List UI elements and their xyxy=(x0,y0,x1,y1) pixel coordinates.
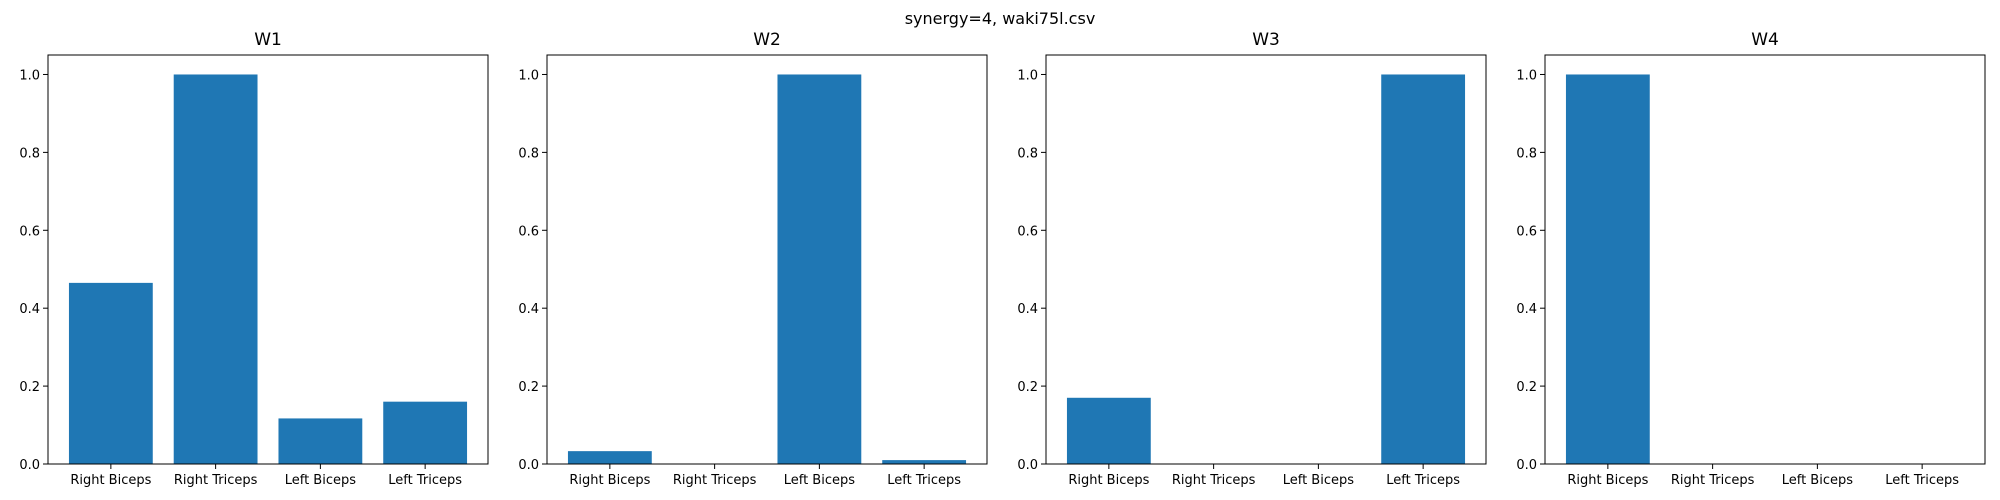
subplot-title: W2 xyxy=(753,30,781,50)
x-tick-label: Right Triceps xyxy=(1172,473,1256,488)
x-tick-label: Left Triceps xyxy=(388,473,462,488)
subplot-3: W3 0.0 0.2 0.4 0.6 0.8 1.0 Right Biceps Right Tr… xyxy=(1017,30,1487,488)
subplot-2: W2 0.0 0.2 0.4 0.6 0.8 1.0 Right Biceps Right Tr… xyxy=(518,30,988,488)
y-tick-label: 0.2 xyxy=(518,380,539,395)
y-tick-label: 0.8 xyxy=(1516,146,1537,161)
x-tick-label: Right Triceps xyxy=(174,473,258,488)
x-tick-label: Left Triceps xyxy=(1386,473,1460,488)
subplot-title: W1 xyxy=(254,30,282,50)
bar xyxy=(68,282,153,464)
y-tick-label: 0.4 xyxy=(518,302,539,317)
x-tick-label: Left Biceps xyxy=(285,473,357,488)
subplot-4: W4 0.0 0.2 0.4 0.6 0.8 1.0 Right Biceps Right Tr… xyxy=(1516,30,1986,488)
bar xyxy=(882,460,967,464)
y-tick-label: 0.4 xyxy=(19,302,40,317)
y-tick-label: 0.2 xyxy=(19,380,40,395)
y-tick-label: 0.6 xyxy=(1017,224,1038,239)
y-tick-label: 0.8 xyxy=(518,146,539,161)
y-tick-label: 0.2 xyxy=(1516,380,1537,395)
y-tick-label: 0.0 xyxy=(518,458,539,473)
subplot-title: W4 xyxy=(1751,30,1779,50)
bar xyxy=(1381,74,1466,464)
x-tick-label: Left Triceps xyxy=(887,473,961,488)
bar xyxy=(567,451,652,464)
x-tick-label: Right Biceps xyxy=(1068,473,1149,488)
y-tick-label: 0.6 xyxy=(1516,224,1537,239)
x-tick-label: Right Triceps xyxy=(673,473,757,488)
bar xyxy=(1565,74,1650,464)
y-tick-label: 0.4 xyxy=(1017,302,1038,317)
x-tick-label: Left Biceps xyxy=(1283,473,1355,488)
subplot-1: W1 0.0 0.2 0.4 0.6 0.8 1.0 Right Biceps Right Tr… xyxy=(19,30,489,488)
x-tick-label: Right Biceps xyxy=(70,473,151,488)
x-tick-label: Left Biceps xyxy=(784,473,856,488)
y-tick-label: 1.0 xyxy=(1516,68,1537,83)
y-tick-label: 0.0 xyxy=(19,458,40,473)
axes-frame xyxy=(1544,54,1986,465)
y-tick-label: 0.6 xyxy=(518,224,539,239)
x-tick-label: Right Biceps xyxy=(569,473,650,488)
bar xyxy=(1066,397,1151,464)
y-tick-label: 0.0 xyxy=(1017,458,1038,473)
y-tick-label: 0.8 xyxy=(19,146,40,161)
figure-suptitle: synergy=4, waki75l.csv xyxy=(905,9,1096,28)
bar xyxy=(777,74,862,464)
x-tick-label: Left Biceps xyxy=(1782,473,1854,488)
subplot-title: W3 xyxy=(1252,30,1280,50)
axes-frame xyxy=(47,54,489,465)
y-tick-label: 0.2 xyxy=(1017,380,1038,395)
x-tick-label: Right Biceps xyxy=(1567,473,1648,488)
charts-row: W1 0.0 0.2 0.4 0.6 0.8 1.0 Right Biceps Right Tr… xyxy=(19,30,1986,488)
y-tick-label: 0.6 xyxy=(19,224,40,239)
y-tick-label: 1.0 xyxy=(518,68,539,83)
y-tick-label: 0.0 xyxy=(1516,458,1537,473)
y-tick-label: 1.0 xyxy=(1017,68,1038,83)
axes-frame xyxy=(546,54,988,465)
axes-frame xyxy=(1045,54,1487,465)
y-tick-label: 0.4 xyxy=(1516,302,1537,317)
bar xyxy=(383,401,468,464)
y-tick-label: 1.0 xyxy=(19,68,40,83)
bar xyxy=(173,74,258,464)
x-tick-label: Right Triceps xyxy=(1671,473,1755,488)
y-tick-label: 0.8 xyxy=(1017,146,1038,161)
x-tick-label: Left Triceps xyxy=(1885,473,1959,488)
bar xyxy=(278,418,363,464)
